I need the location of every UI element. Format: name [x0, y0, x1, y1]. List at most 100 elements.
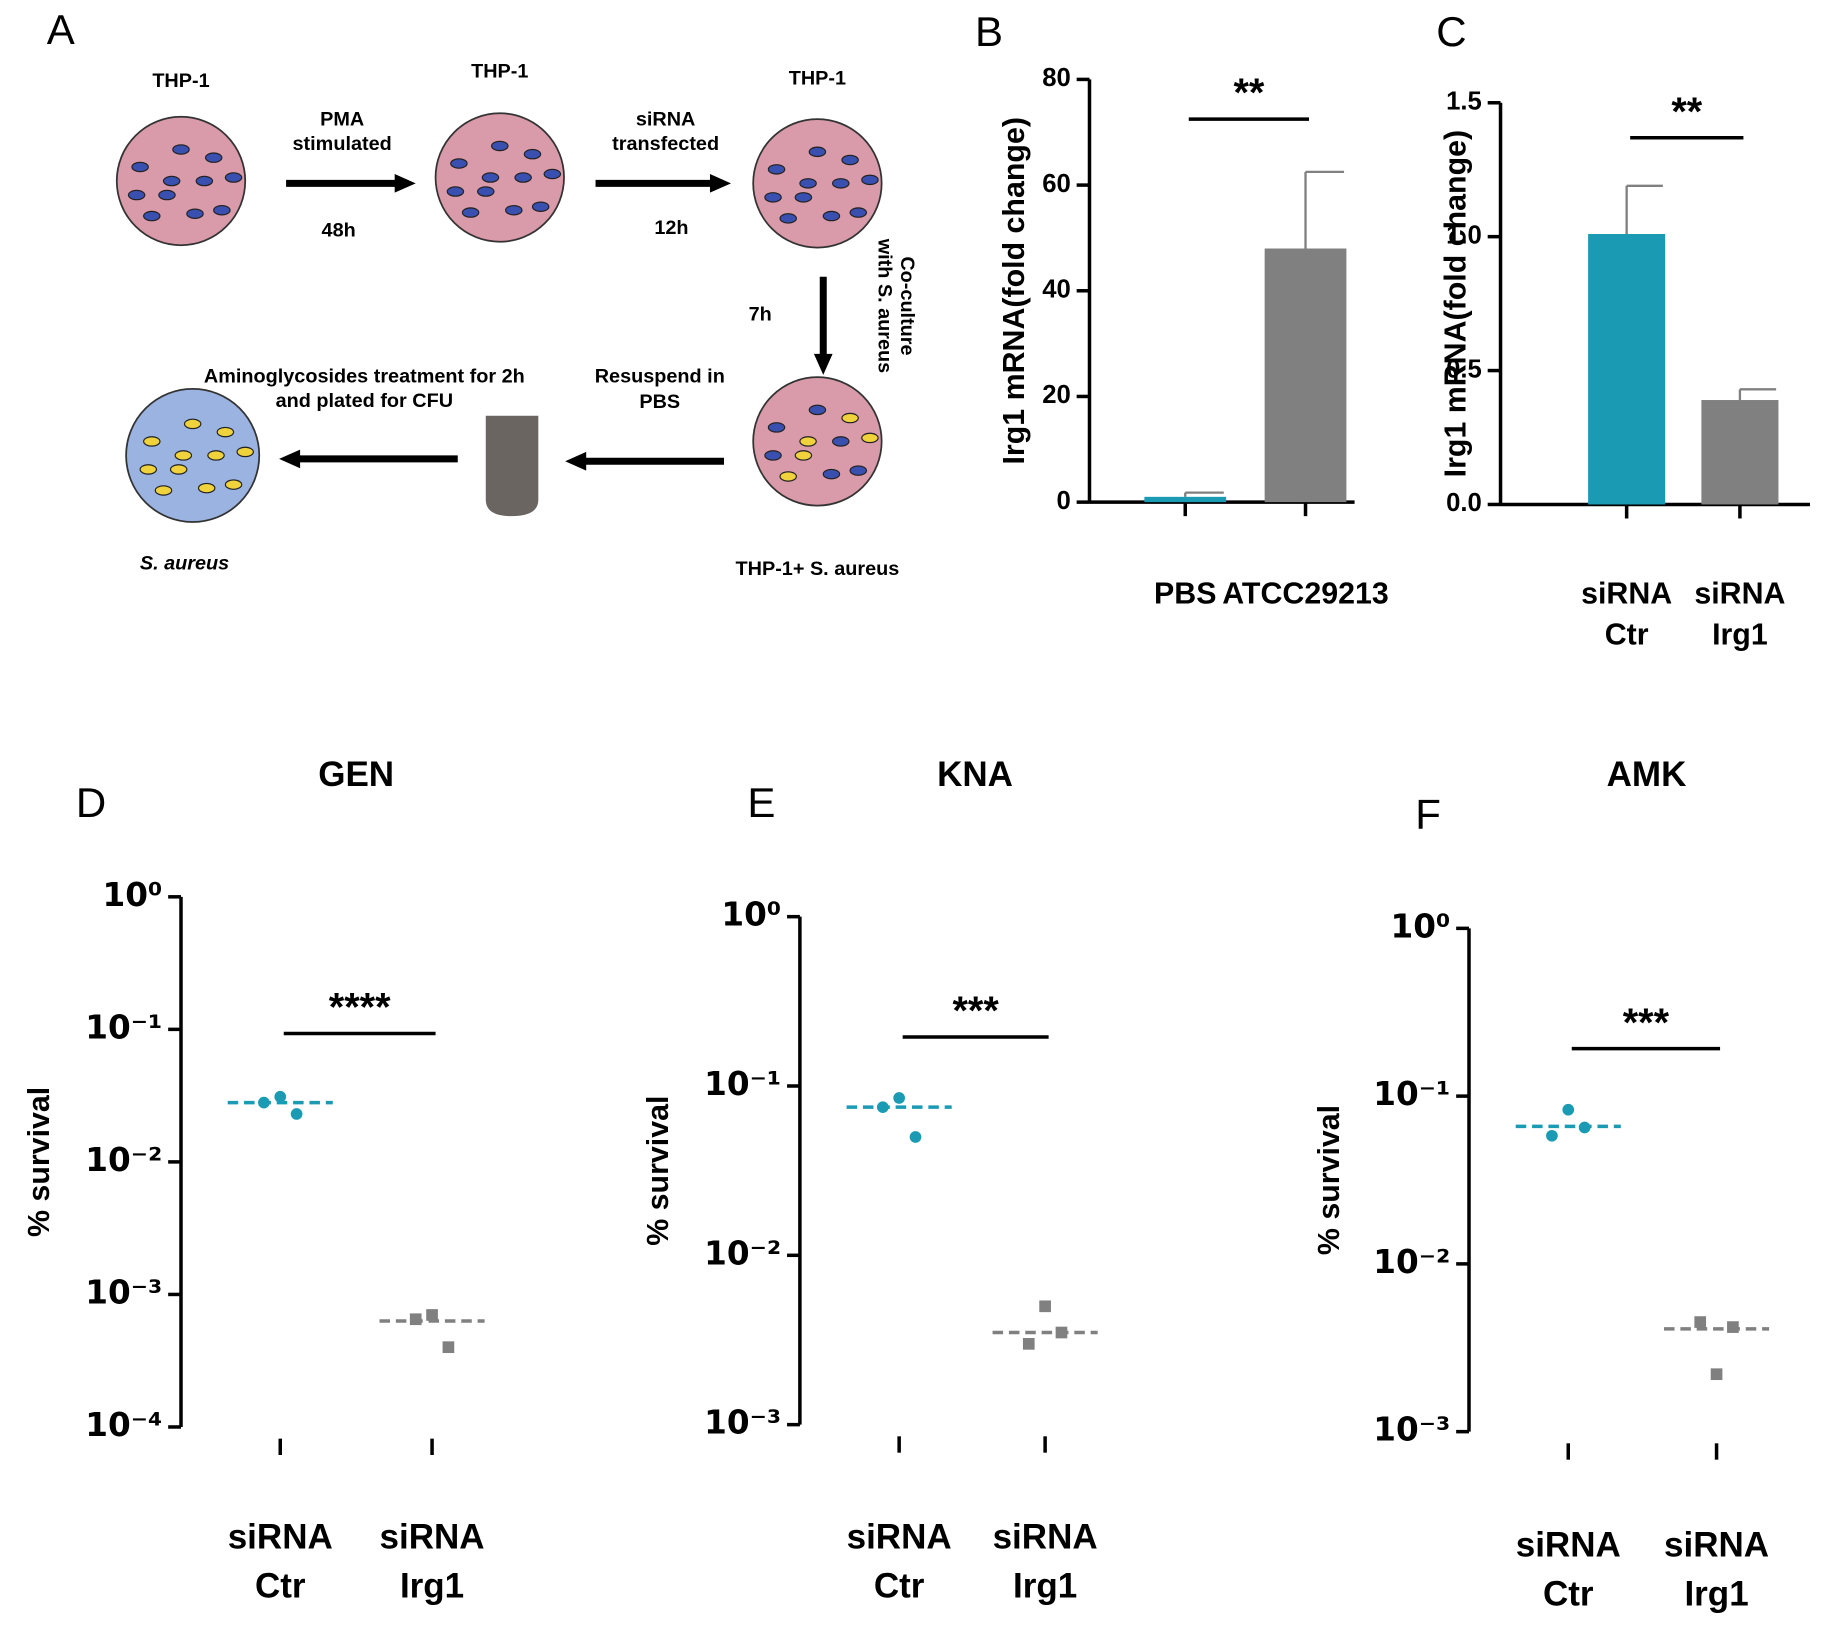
point — [1562, 1103, 1575, 1116]
cell — [764, 192, 782, 203]
y-tick-label: 40 — [1042, 276, 1071, 304]
arrow-head — [394, 174, 416, 193]
cell — [779, 213, 797, 224]
cell — [861, 432, 879, 444]
x-tick-label: siRNA — [993, 1517, 1098, 1556]
cell — [224, 172, 243, 183]
cell — [779, 471, 797, 482]
point — [258, 1096, 270, 1109]
cell — [183, 418, 202, 430]
panel-letter: F — [1415, 791, 1441, 838]
cell — [446, 186, 465, 197]
cell — [861, 174, 879, 186]
y-axis-label: Irg1 mRNA(fold change) — [998, 117, 1031, 464]
cell — [808, 146, 827, 158]
point — [1039, 1300, 1051, 1313]
cell — [162, 175, 181, 187]
cell — [799, 178, 817, 189]
cell — [195, 175, 214, 187]
x-tick-label: PBS — [1154, 578, 1216, 611]
panel-letter: B — [975, 8, 1003, 55]
dish — [434, 112, 565, 243]
y-tick-label: 80 — [1042, 64, 1071, 92]
cell — [491, 140, 509, 152]
dish — [752, 376, 883, 507]
y-axis-label: Irg1 mRNA(fold change) — [1439, 130, 1472, 477]
x-tick-label: Ctr — [1605, 618, 1649, 651]
cell — [158, 189, 176, 201]
cell — [216, 426, 235, 438]
arrow-head — [709, 174, 731, 193]
panel-letter: D — [76, 779, 106, 826]
cell — [849, 465, 868, 476]
cell — [794, 192, 813, 203]
cell — [822, 210, 841, 222]
y-tick-label: 0.0 — [1446, 489, 1482, 517]
cell — [841, 412, 859, 424]
x-tick-label: siRNA — [1664, 1526, 1769, 1565]
cell — [832, 178, 850, 189]
y-tick-label: 10⁻³ — [1373, 1411, 1450, 1449]
label: transfected — [612, 133, 719, 155]
significance: **** — [329, 986, 391, 1030]
point — [1055, 1326, 1068, 1339]
label: Aminoglycosides treatment for 2h — [204, 365, 525, 387]
point — [909, 1131, 922, 1143]
x-tick-label: Ctr — [1543, 1575, 1594, 1614]
point — [442, 1341, 455, 1354]
x-tick-label: siRNA — [1516, 1526, 1621, 1565]
y-tick-label: 10⁰ — [1391, 907, 1451, 945]
panel-letter: A — [47, 6, 75, 53]
cell — [213, 204, 231, 216]
label: Resuspend in — [595, 365, 725, 387]
y-tick-label: 60 — [1042, 170, 1071, 198]
label: siRNA — [636, 109, 696, 131]
bar — [1701, 400, 1779, 505]
y-tick-label: 0.5 — [1446, 355, 1482, 383]
point — [1710, 1368, 1723, 1381]
panel-letter: C — [1436, 8, 1466, 55]
label: 7h — [749, 304, 772, 326]
point — [1578, 1121, 1591, 1134]
cell — [143, 210, 161, 222]
y-tick-label: 10⁻² — [85, 1141, 162, 1179]
cell — [799, 436, 817, 447]
cell — [481, 172, 500, 183]
cell — [172, 144, 190, 155]
point — [1022, 1338, 1035, 1350]
cell — [461, 207, 480, 218]
chart-title: GEN — [318, 755, 394, 794]
x-tick-label: Irg1 — [1013, 1566, 1077, 1605]
bar — [1144, 496, 1227, 503]
arrow-head — [279, 449, 301, 469]
x-tick-label: siRNA — [847, 1517, 952, 1556]
cell — [822, 468, 841, 480]
label: THP-1 — [152, 70, 209, 92]
point — [409, 1313, 422, 1326]
point — [876, 1101, 889, 1113]
cell — [236, 446, 254, 458]
cell — [808, 404, 827, 416]
y-tick-label: 10⁻⁴ — [85, 1406, 162, 1444]
x-tick-label: siRNA — [1581, 578, 1672, 611]
dish — [752, 118, 883, 249]
label: 48h — [322, 219, 356, 241]
cell — [523, 148, 542, 160]
x-tick-label: siRNA — [380, 1517, 485, 1556]
cell — [207, 450, 225, 461]
cell — [139, 464, 158, 475]
cell — [841, 154, 859, 166]
y-axis-label: % survival — [1313, 1105, 1346, 1255]
chart-title: KNA — [937, 755, 1013, 794]
point — [274, 1090, 287, 1103]
label: stimulated — [293, 133, 392, 155]
cell — [450, 158, 468, 169]
arrow-head — [565, 451, 587, 471]
y-tick-label: 1.5 — [1446, 88, 1482, 116]
workflow-diagram: A THP-1 THP-1 THP-1 PMA stimulated 48h s… — [47, 6, 918, 580]
point — [1694, 1316, 1707, 1328]
cell — [794, 450, 813, 461]
x-tick-label: Irg1 — [400, 1566, 464, 1605]
point — [1546, 1129, 1558, 1142]
